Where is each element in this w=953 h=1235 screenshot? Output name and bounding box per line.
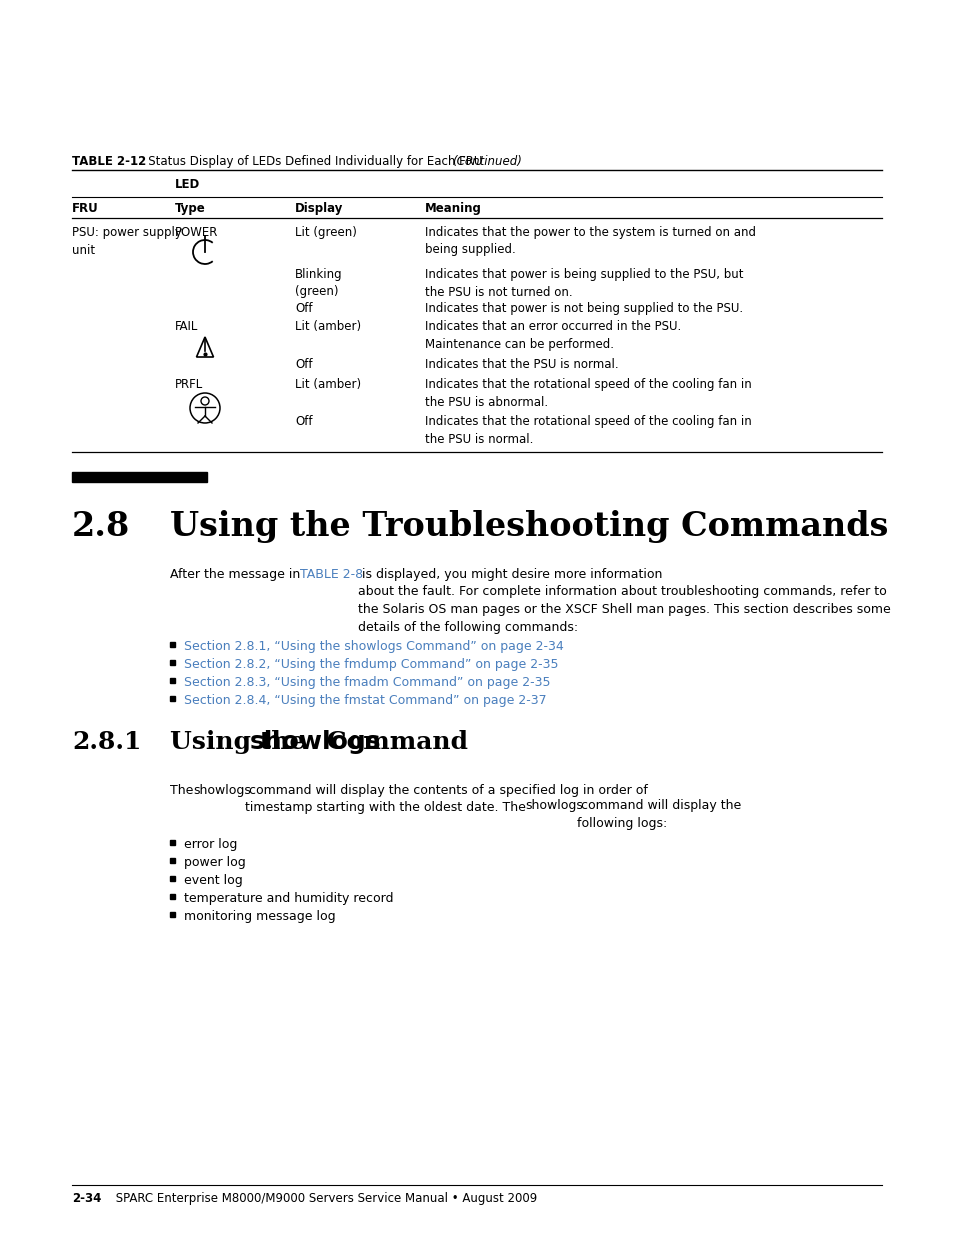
Text: 2.8.1: 2.8.1 [71,730,141,755]
Text: Off: Off [294,303,313,315]
Text: temperature and humidity record: temperature and humidity record [184,892,393,905]
Text: command will display the
following logs:: command will display the following logs: [577,799,740,830]
Text: TABLE 2-8: TABLE 2-8 [299,568,363,580]
Text: POWER: POWER [174,226,218,240]
Bar [170,911,174,918]
Text: Using the: Using the [170,730,314,755]
Text: Type: Type [174,203,206,215]
Bar [170,678,174,683]
Text: (Continued): (Continued) [452,156,521,168]
Bar [170,642,174,647]
Text: LED: LED [174,178,200,191]
Text: Display: Display [294,203,343,215]
Bar [71,472,207,482]
Text: command will display the contents of a specified log in order of
timestamp start: command will display the contents of a s… [245,784,647,815]
Text: Indicates that an error occurred in the PSU.
Maintenance can be performed.: Indicates that an error occurred in the … [424,320,680,351]
Bar [170,894,174,899]
Text: showlogs: showlogs [193,784,251,797]
Text: event log: event log [184,874,242,887]
Text: Blinking
(green): Blinking (green) [294,268,342,299]
Text: PRFL: PRFL [174,378,203,391]
Text: Indicates that the rotational speed of the cooling fan in
the PSU is abnormal.: Indicates that the rotational speed of t… [424,378,751,409]
Text: Indicates that power is being supplied to the PSU, but
the PSU is not turned on.: Indicates that power is being supplied t… [424,268,742,299]
Text: The: The [170,784,197,797]
Text: Indicates that the power to the system is turned on and
being supplied.: Indicates that the power to the system i… [424,226,755,257]
Bar [170,858,174,863]
Text: After the message in: After the message in [170,568,304,580]
Text: Section 2.8.3, “Using the fmadm Command” on page 2-35: Section 2.8.3, “Using the fmadm Command”… [184,676,550,689]
Text: error log: error log [184,839,237,851]
Text: PSU: power supply
unit: PSU: power supply unit [71,226,182,257]
Bar [170,697,174,701]
Text: FAIL: FAIL [174,320,198,333]
Text: showlogs: showlogs [524,799,582,811]
Text: Lit (green): Lit (green) [294,226,356,240]
Text: power log: power log [184,856,246,869]
Text: Section 2.8.1, “Using the showlogs Command” on page 2-34: Section 2.8.1, “Using the showlogs Comma… [184,640,563,653]
Text: 2.8: 2.8 [71,510,131,543]
Text: Lit (amber): Lit (amber) [294,320,361,333]
Text: Using the Troubleshooting Commands: Using the Troubleshooting Commands [170,510,887,543]
Text: Off: Off [294,358,313,370]
Text: Indicates that the rotational speed of the cooling fan in
the PSU is normal.: Indicates that the rotational speed of t… [424,415,751,446]
Bar [170,659,174,664]
Text: Section 2.8.2, “Using the fmdump Command” on page 2-35: Section 2.8.2, “Using the fmdump Command… [184,658,558,671]
Text: SPARC Enterprise M8000/M9000 Servers Service Manual • August 2009: SPARC Enterprise M8000/M9000 Servers Ser… [97,1192,537,1205]
Text: FRU: FRU [71,203,99,215]
Text: Section 2.8.4, “Using the fmstat Command” on page 2-37: Section 2.8.4, “Using the fmstat Command… [184,694,546,706]
Text: TABLE 2-12: TABLE 2-12 [71,156,146,168]
Text: Status Display of LEDs Defined Individually for Each FRU: Status Display of LEDs Defined Individua… [137,156,486,168]
Text: Meaning: Meaning [424,203,481,215]
Text: Lit (amber): Lit (amber) [294,378,361,391]
Text: monitoring message log: monitoring message log [184,910,335,923]
Text: Off: Off [294,415,313,429]
Text: Indicates that power is not being supplied to the PSU.: Indicates that power is not being suppli… [424,303,742,315]
Text: Command: Command [317,730,468,755]
Text: showlogs: showlogs [250,730,381,755]
Bar [170,840,174,845]
Text: Indicates that the PSU is normal.: Indicates that the PSU is normal. [424,358,618,370]
Bar [170,876,174,881]
Text: is displayed, you might desire more information
about the fault. For complete in: is displayed, you might desire more info… [357,568,890,634]
Text: 2-34: 2-34 [71,1192,101,1205]
